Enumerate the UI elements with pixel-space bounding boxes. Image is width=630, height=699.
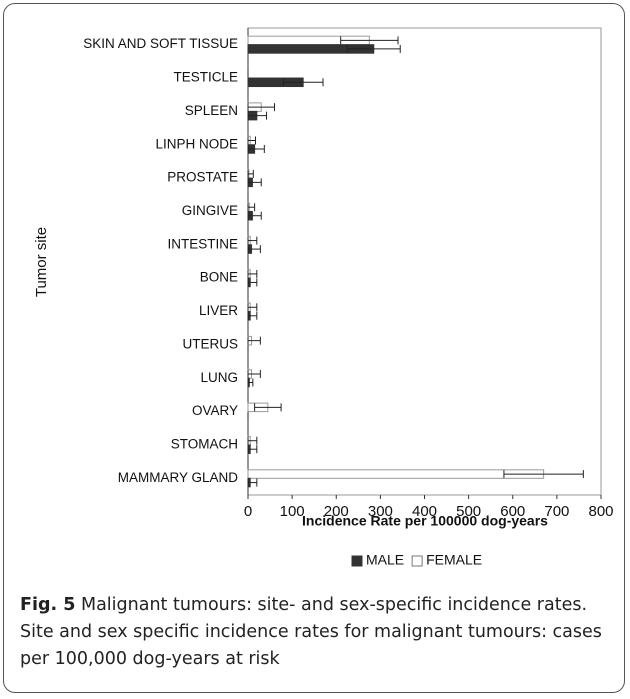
y-tick-label: STOMACH (171, 437, 238, 452)
error-bar (254, 403, 282, 412)
y-tick-label: LIVER (199, 303, 238, 318)
y-tick-label: BONE (200, 270, 238, 285)
error-bar (247, 478, 258, 487)
x-tick-label: 400 (412, 503, 437, 520)
error-bar (247, 211, 262, 220)
error-bar (282, 78, 324, 87)
y-tick-label: INTESTINE (167, 236, 238, 251)
legend-label: MALE (366, 552, 404, 568)
error-bar (247, 303, 258, 312)
figure-frame (3, 3, 625, 693)
error-bar (247, 336, 261, 345)
x-tick-label: 0 (244, 503, 252, 520)
error-bar (503, 470, 584, 479)
error-bar (247, 311, 258, 320)
error-bar (247, 445, 258, 454)
error-bar (247, 436, 258, 445)
error-bar (247, 236, 258, 245)
error-bar (247, 370, 261, 378)
error-bar (346, 44, 401, 53)
y-tick-label: UTERUS (182, 336, 238, 351)
error-bar (247, 169, 254, 178)
y-tick-label: TESTICLE (173, 70, 238, 85)
caption-text: Malignant tumours: site- and sex-specifi… (20, 595, 602, 669)
x-tick-label: 200 (324, 503, 349, 520)
x-tick-label: 700 (544, 503, 569, 520)
error-bar (247, 203, 256, 212)
error-bar (247, 103, 275, 112)
error-bar (247, 245, 261, 254)
error-bar (247, 145, 265, 153)
y-tick-label: LINPH NODE (155, 136, 238, 151)
y-tick-label: SKIN AND SOFT TISSUE (83, 36, 238, 51)
legend-label: FEMALE (426, 552, 482, 568)
legend-swatch (351, 555, 363, 567)
y-tick-label: OVARY (192, 403, 238, 418)
y-tick-label: MAMMARY GLAND (118, 470, 239, 485)
error-bar (247, 378, 254, 387)
y-tick-label: SPLEEN (185, 103, 238, 118)
caption: Fig. 5 Malignant tumours: site- and sex-… (20, 592, 615, 673)
y-tick-label: PROSTATE (167, 170, 238, 185)
error-bar (247, 178, 262, 187)
legend-swatch (411, 555, 423, 567)
x-tick-label: 100 (280, 503, 305, 520)
y-axis-label: Tumor site (33, 227, 50, 297)
chart: Tumor site Incidence Rate per 100000 dog… (33, 27, 614, 568)
x-tick-label: 500 (456, 503, 481, 520)
error-bar (247, 136, 257, 145)
y-tick-label: GINGIVE (182, 203, 238, 218)
x-tick-label: 600 (500, 503, 525, 520)
x-axis-label: Incidence Rate per 100000 dog-years (302, 513, 548, 529)
error-bar (247, 111, 268, 120)
y-tick-label: LUNG (200, 370, 238, 385)
x-tick-label: 300 (368, 503, 393, 520)
error-bar (247, 278, 258, 287)
plot-area (247, 27, 602, 496)
error-bar (247, 269, 258, 278)
error-bar (340, 36, 399, 45)
x-tick-label: 800 (588, 503, 613, 520)
caption-label: Fig. 5 (20, 595, 76, 615)
bar (247, 469, 545, 479)
